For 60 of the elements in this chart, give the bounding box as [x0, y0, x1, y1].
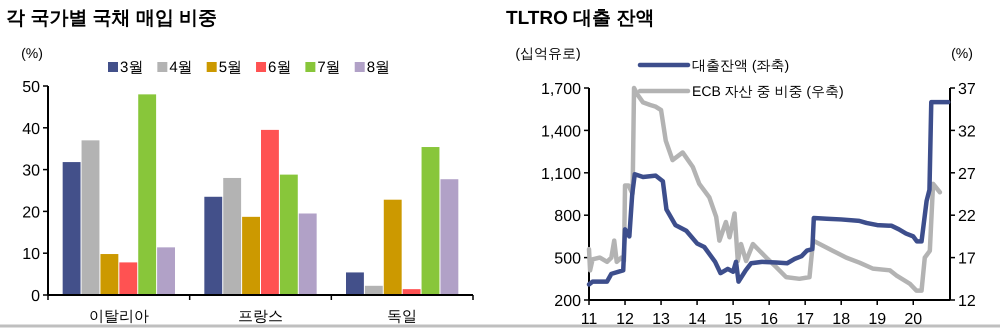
- legend-label: 3월: [120, 59, 144, 76]
- y-tick-label: 800: [554, 208, 582, 226]
- y2-tick-label: 12: [958, 293, 976, 310]
- y-tick-label: 1,100: [540, 166, 582, 183]
- y2-tick-label: 22: [958, 208, 976, 226]
- legend-label: 7월: [317, 59, 341, 76]
- y-tick-label: 50: [22, 79, 40, 96]
- y-tick-label: 40: [22, 120, 40, 138]
- y-tick-label: 10: [22, 246, 40, 264]
- bar: [242, 216, 260, 295]
- bar: [100, 254, 118, 295]
- bar: [298, 213, 317, 295]
- y-tick-label: 0: [31, 288, 40, 305]
- legend-label: 대출잔액 (좌축): [692, 57, 790, 73]
- bar: [204, 196, 222, 295]
- bar: [62, 162, 81, 295]
- legend-label: 6월: [268, 59, 292, 76]
- bar: [82, 140, 100, 295]
- y2-tick-label: 37: [958, 81, 976, 98]
- legend-label: 4월: [169, 59, 193, 76]
- x-tick-label: 18: [832, 311, 850, 328]
- x-tick-label: 16: [760, 311, 778, 328]
- x-tick-label: 14: [688, 311, 706, 328]
- y-tick-label: 200: [554, 293, 582, 310]
- y2-tick-label: 32: [958, 123, 976, 140]
- y-tick-label: 500: [554, 250, 582, 268]
- x-tick-label: 13: [652, 311, 670, 328]
- y2-axis-title: (%): [951, 45, 973, 61]
- y-tick-label: 20: [22, 204, 40, 222]
- y-tick-label: 1,400: [540, 123, 582, 140]
- x-tick-label: 프랑스: [238, 308, 283, 325]
- bar: [261, 130, 279, 295]
- bar: [138, 94, 156, 295]
- x-tick-label: 독일: [387, 308, 418, 325]
- bar: [223, 178, 242, 295]
- y2-tick-label: 27: [958, 166, 976, 183]
- bar: [346, 272, 364, 295]
- x-tick-label: 이탈리아: [88, 308, 149, 325]
- y-axis-title: (%): [21, 45, 43, 61]
- x-tick-label: 12: [616, 311, 634, 328]
- x-tick-label: 17: [796, 311, 814, 328]
- y2-tick-label: 17: [958, 250, 976, 268]
- bar: [440, 179, 458, 295]
- bar: [119, 262, 138, 295]
- chart-title: 각 국가별 국채 매입 비중: [6, 8, 218, 29]
- x-tick-label: 11: [580, 311, 598, 328]
- y-tick-label: 1,700: [540, 81, 582, 98]
- y-tick-label: 30: [22, 162, 40, 180]
- chart-title: TLTRO 대출 잔액: [506, 8, 654, 29]
- x-tick-label: 20: [904, 311, 922, 328]
- legend-label: 5월: [218, 59, 242, 76]
- y-axis-title: (십억유로): [515, 45, 581, 61]
- bar: [422, 147, 440, 295]
- bar: [384, 200, 402, 295]
- bar: [280, 174, 298, 295]
- x-tick-label: 19: [868, 311, 886, 328]
- legend-label: 8월: [366, 59, 390, 76]
- bar: [157, 247, 175, 295]
- x-tick-label: 15: [724, 311, 742, 328]
- legend-label: ECB 자산 중 비중 (우축): [692, 83, 844, 99]
